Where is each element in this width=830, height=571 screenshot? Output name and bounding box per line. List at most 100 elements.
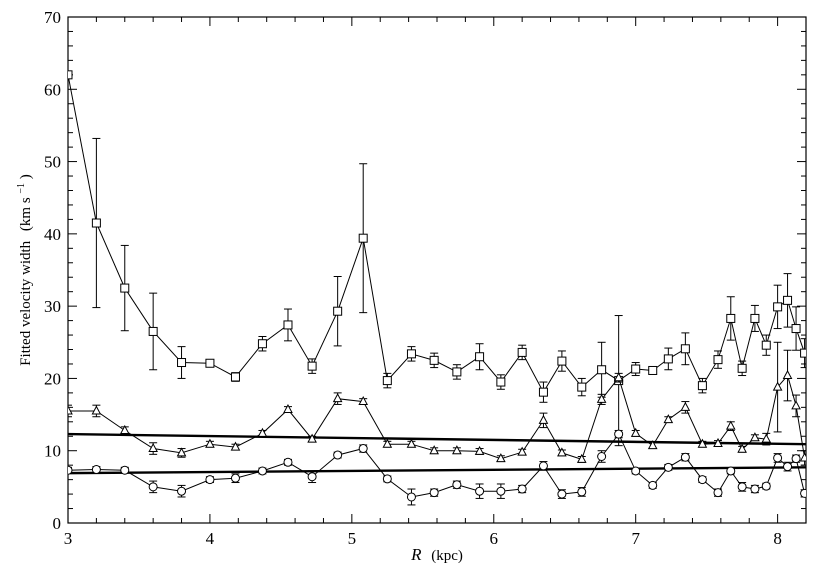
series-line [68, 374, 806, 461]
data-point [631, 466, 641, 476]
data-point [406, 438, 417, 448]
data-point [726, 313, 736, 323]
data-point [230, 372, 240, 382]
data-point [333, 306, 343, 316]
data-point [557, 447, 567, 457]
data-point [750, 484, 760, 494]
series-triangle [68, 341, 806, 466]
data-point [648, 480, 658, 490]
data-point [68, 405, 73, 415]
data-point [307, 433, 317, 443]
data-point [91, 218, 101, 228]
data-point [475, 486, 485, 496]
data-point [782, 369, 793, 380]
data-point [773, 453, 783, 463]
data-point [726, 466, 736, 476]
data-point [177, 486, 187, 496]
data-point [577, 487, 587, 497]
data-point [517, 446, 527, 456]
data-point [205, 475, 215, 485]
x-tick-label: 3 [64, 529, 73, 548]
x-tick-label: 6 [490, 529, 499, 548]
data-point [750, 313, 760, 323]
y-tick-label: 0 [53, 514, 62, 533]
data-point [761, 481, 771, 491]
x-tick-label: 5 [348, 529, 357, 548]
data-point [713, 488, 723, 498]
data-point [382, 376, 392, 386]
data-point [332, 393, 343, 403]
data-point [597, 365, 607, 375]
data-point [800, 488, 806, 498]
data-point [283, 457, 293, 467]
data-point [648, 365, 658, 375]
data-point [257, 427, 268, 437]
data-point [382, 438, 393, 448]
data-point [737, 363, 747, 373]
y-tick-label: 50 [44, 153, 61, 172]
data-point [475, 352, 485, 362]
data-point [452, 367, 462, 377]
data-point [358, 395, 369, 406]
data-point [663, 462, 673, 472]
data-point [452, 445, 462, 455]
data-point [496, 486, 506, 496]
data-point [230, 441, 241, 451]
data-point [663, 414, 674, 424]
data-point [750, 432, 760, 442]
data-point [697, 381, 707, 391]
x-tick-label: 7 [631, 529, 640, 548]
data-point [119, 424, 130, 434]
data-point [761, 433, 772, 443]
data-point [148, 326, 158, 336]
data-point [783, 462, 793, 472]
series-circle [68, 429, 806, 506]
data-point [517, 484, 527, 494]
y-tick-label: 40 [44, 225, 61, 244]
data-point [496, 377, 506, 387]
data-point [68, 70, 73, 80]
data-point [713, 437, 723, 447]
data-point [631, 364, 641, 374]
data-point [176, 447, 187, 457]
data-point [713, 355, 723, 365]
series-line [68, 74, 806, 394]
data-point [358, 233, 368, 243]
y-axis-label: Fitted velocity width (km s −1 ) [12, 174, 34, 366]
data-point [647, 440, 658, 450]
data-point [557, 489, 567, 499]
data-point [737, 443, 747, 453]
data-point [697, 475, 707, 485]
data-point [737, 482, 747, 492]
plot-frame [67, 16, 807, 524]
data-point [596, 393, 607, 403]
data-point [663, 354, 673, 364]
data-point [791, 324, 801, 334]
data-point [680, 344, 690, 354]
series-square [68, 70, 806, 447]
y-axis-label-unit: (km s [18, 197, 34, 231]
data-point [773, 302, 783, 312]
data-point [148, 482, 158, 492]
fit-line [68, 466, 806, 475]
y-tick-label: 10 [44, 442, 61, 461]
data-point [382, 474, 392, 484]
data-point [429, 445, 439, 455]
data-point [791, 400, 801, 410]
data-point [799, 452, 806, 462]
x-axis-label-symbol: R [410, 545, 422, 564]
x-tick-label: 8 [773, 529, 782, 548]
data-point [783, 295, 793, 305]
data-point [538, 414, 549, 424]
data-point [496, 453, 506, 463]
data-point [177, 358, 187, 368]
data-point [257, 466, 267, 476]
data-point [577, 382, 587, 392]
data-point [358, 444, 368, 454]
data-point [91, 465, 101, 475]
data-point [557, 356, 567, 366]
data-point [230, 473, 240, 483]
y-tick-label: 20 [44, 369, 61, 388]
